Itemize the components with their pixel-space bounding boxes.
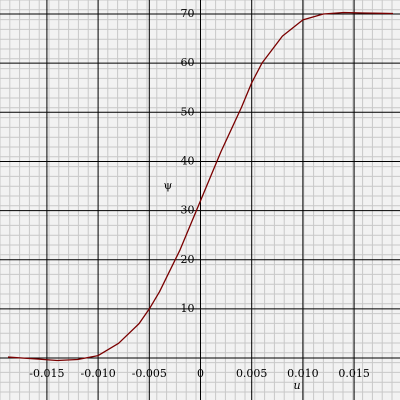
y-tick-label: 30 [181,204,195,217]
y-tick-label: 20 [181,253,195,266]
y-tick-label: 50 [181,105,195,118]
y-axis-label: ψ [164,179,173,192]
curve [7,11,394,362]
x-tick-label: 0.005 [236,367,268,380]
x-tick-label: 0.010 [287,367,319,380]
x-tick-label: -0.015 [29,367,64,380]
y-tick-label: 60 [181,56,195,69]
y-tick-label: 10 [181,302,195,315]
x-tick-label: -0.010 [80,367,115,380]
y-tick-label: 40 [181,154,195,167]
y-tick-label: 70 [181,7,195,20]
x-tick-label: -0.005 [132,367,167,380]
x-tick-label: 0.015 [338,367,370,380]
x-axis-label: u [293,379,300,392]
